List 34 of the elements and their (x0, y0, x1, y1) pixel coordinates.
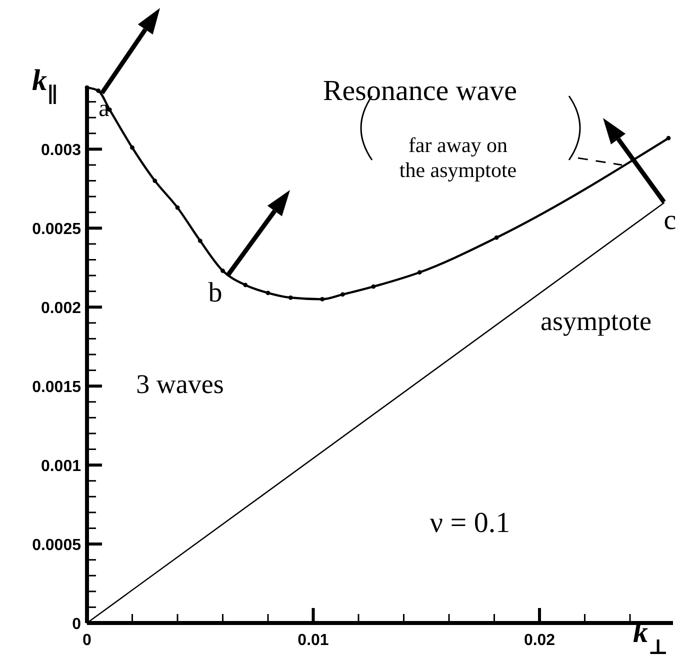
annotation: Resonance wave (322, 75, 518, 107)
x-tick-label: 0.02 (524, 632, 556, 649)
point (266, 290, 270, 296)
point (371, 284, 376, 289)
annotation: b (208, 278, 222, 309)
point (666, 136, 671, 140)
y-tick-label: 0.0005 (32, 537, 82, 554)
annotation: ν = 0.1 (430, 507, 510, 539)
point (96, 88, 101, 93)
annotation: c (664, 204, 676, 236)
point (417, 270, 422, 275)
point (152, 178, 158, 183)
annotation: far away on the asymptote (399, 133, 517, 182)
y-tick-label: 0.001 (40, 458, 82, 476)
y-tick-label: 0.002 (40, 300, 82, 318)
y-tick-label: 0 (72, 616, 82, 633)
point (175, 205, 180, 210)
point (198, 238, 202, 243)
point (220, 268, 225, 273)
annotation: a (98, 96, 110, 122)
y-tick-label: 0.0025 (32, 221, 82, 238)
point (130, 145, 134, 150)
point (243, 282, 248, 288)
y-tick-label: 0.003 (40, 142, 82, 160)
annotation: asymptote (540, 306, 652, 336)
y-tick-label: 0.0015 (32, 379, 82, 396)
annotation: 3 waves (136, 369, 224, 399)
point (288, 295, 293, 300)
x-tick-label: 0 (82, 632, 92, 649)
point (320, 297, 325, 302)
x-tick-label: 0.01 (298, 632, 329, 649)
point (494, 235, 499, 240)
point (340, 292, 345, 297)
y-axis-title: k$_{∥}$ (32, 64, 58, 107)
